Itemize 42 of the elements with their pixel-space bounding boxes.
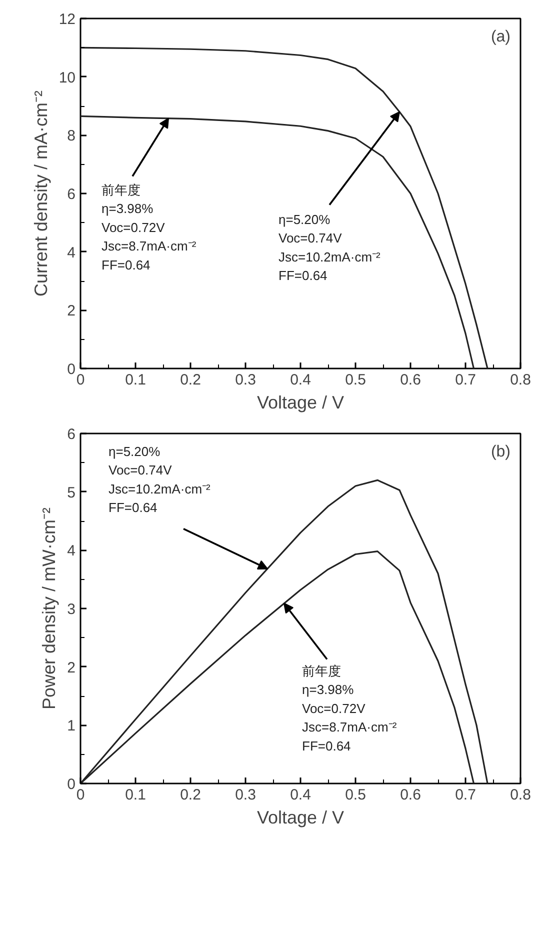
annotation: 前年度 η=3.98% Voc=0.72V Jsc=8.7mA·cm⁻² FF=0.64 (302, 663, 398, 754)
y-tick-label: 0 (67, 776, 76, 793)
x-tick-label: 0.6 (400, 786, 421, 804)
x-tick-label: 0.3 (235, 786, 256, 804)
y-tick-label: 2 (67, 659, 76, 676)
y-tick-label: 0 (67, 361, 76, 378)
x-tick-label: 0.6 (400, 372, 421, 388)
y-tick-label: 1 (67, 718, 76, 735)
y-tick-label: 12 (58, 11, 76, 28)
y-tick-label: 4 (67, 542, 76, 560)
x-tick-label: 0.5 (345, 786, 366, 804)
x-tick-label: 0.7 (455, 786, 476, 804)
y-axis-title: Current density / mA·cm⁻² (30, 90, 51, 297)
annotation: η=5.20% Voc=0.74V Jsc=10.2mA·cm⁻² FF=0.64 (108, 444, 212, 516)
y-tick-label: 6 (67, 186, 76, 203)
x-tick-label: 0.8 (510, 786, 531, 804)
y-axis-title: Power density / mW·cm⁻² (39, 507, 60, 710)
x-tick-label: 0.1 (125, 786, 146, 804)
y-tick-label: 10 (58, 69, 76, 86)
y-tick-label: 2 (67, 302, 76, 320)
annotation: (b) (490, 444, 511, 460)
annotation: η=5.20% Voc=0.74V Jsc=10.2mA·cm⁻² FF=0.64 (278, 212, 382, 284)
x-tick-label: 0.2 (180, 372, 201, 388)
annotation: 前年度 η=3.98% Voc=0.72V Jsc=8.7mA·cm⁻² FF=0.64 (102, 182, 197, 272)
x-axis-title: Voltage / V (256, 808, 344, 828)
line-series (80, 46, 488, 368)
x-tick-label: 0.3 (235, 372, 256, 388)
x-tick-label: 0.4 (290, 786, 311, 804)
x-tick-label: 0.7 (455, 372, 476, 388)
y-tick-label: 5 (67, 484, 76, 502)
x-tick-label: 0.5 (345, 372, 366, 388)
x-tick-label: 0.2 (180, 786, 201, 804)
y-tick-label: 3 (67, 601, 76, 618)
annotation: (a) (490, 28, 511, 46)
y-tick-label: 6 (67, 426, 76, 443)
y-tick-label: 4 (67, 244, 76, 262)
x-axis-title: Voltage / V (256, 392, 344, 412)
x-tick-label: 0.8 (510, 372, 531, 388)
y-tick-label: 8 (67, 128, 76, 145)
line-series (80, 115, 475, 368)
x-tick-label: 0.1 (125, 372, 146, 388)
x-tick-label: 0.4 (290, 372, 311, 388)
